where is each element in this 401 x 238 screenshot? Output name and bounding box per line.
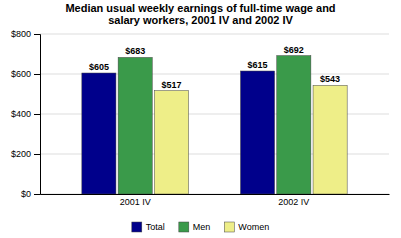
y-tick-mark (34, 114, 40, 115)
y-tick-label: $200 (11, 149, 31, 159)
legend-label: Total (146, 222, 165, 232)
data-labels: $605 $615 $683 $692 $517 $543 (89, 45, 340, 90)
bar (82, 73, 116, 194)
y-tick-label: $400 (11, 109, 31, 119)
legend: Total Men Women (132, 222, 269, 232)
y-tick-label: $800 (11, 29, 31, 39)
y-tick-mark (34, 34, 40, 35)
y-tick-mark (34, 74, 40, 75)
x-axis: 2001 IV 2002 IV (41, 194, 390, 207)
y-tick-mark (34, 194, 40, 195)
y-tick: $600 (11, 69, 40, 79)
y-tick: $400 (11, 109, 40, 119)
legend-swatch (179, 222, 189, 232)
bar (277, 56, 311, 194)
y-tick-label: $600 (11, 69, 31, 79)
legend-item: Men (179, 222, 211, 232)
data-label: $517 (161, 80, 181, 90)
bar (118, 57, 152, 194)
bar (154, 91, 188, 194)
legend-item: Total (132, 222, 165, 232)
x-tick: 2001 IV (120, 194, 151, 207)
data-label: $543 (320, 74, 340, 84)
data-label: $605 (89, 62, 109, 72)
legend-item: Women (224, 222, 269, 232)
bar (313, 85, 347, 194)
y-tick-mark (34, 154, 40, 155)
data-label: $615 (248, 60, 268, 70)
x-tick-label: 2001 IV (120, 197, 151, 207)
plot: $0 $200 $400 $600 $800 2001 IV 2002 IV $605 $615… (11, 29, 390, 207)
grid-line (40, 34, 389, 35)
x-tick-label: 2002 IV (278, 197, 309, 207)
legend-swatch (224, 222, 234, 232)
title: Median usual weekly earnings of full-tim… (65, 2, 335, 26)
grid (40, 34, 389, 194)
legend-label: Women (238, 222, 269, 232)
y-tick: $0 (21, 189, 40, 199)
bars (82, 56, 347, 194)
y-tick: $200 (11, 149, 40, 159)
title-line: Median usual weekly earnings of full-tim… (65, 2, 335, 14)
x-axis-line (41, 194, 390, 195)
x-tick: 2002 IV (278, 194, 309, 207)
legend-swatch (132, 222, 142, 232)
y-axis-line (34, 35, 41, 195)
y-axis: $0 $200 $400 $600 $800 (11, 29, 41, 199)
bar (240, 71, 274, 194)
y-tick-label: $0 (21, 189, 31, 199)
legend-label: Men (193, 222, 211, 232)
y-tick: $800 (11, 29, 40, 39)
chart: Median usual weekly earnings of full-tim… (0, 0, 401, 238)
title-line: salary workers, 2001 IV and 2002 IV (108, 14, 293, 26)
data-label: $683 (125, 46, 145, 56)
data-label: $692 (284, 45, 304, 55)
